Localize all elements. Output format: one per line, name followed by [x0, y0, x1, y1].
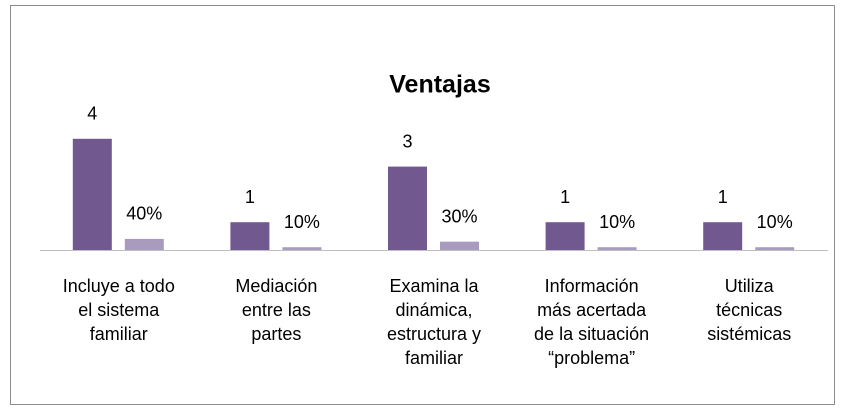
- x-tick-label: técnicas: [716, 300, 782, 320]
- x-tick-label: familiar: [90, 324, 148, 344]
- bar: [440, 241, 479, 250]
- x-tick-label: el sistema: [78, 300, 160, 320]
- data-label: 1: [718, 187, 728, 207]
- data-label: 10%: [599, 212, 635, 232]
- x-tick-label: más acertada: [537, 300, 647, 320]
- bar: [545, 222, 585, 250]
- data-label: 1: [245, 187, 255, 207]
- x-tick-label: Utiliza: [725, 276, 775, 296]
- data-label: 3: [402, 131, 412, 151]
- bar: [703, 222, 743, 250]
- bar: [72, 138, 112, 250]
- x-tick-label: Mediación: [235, 276, 317, 296]
- bar: [230, 222, 270, 250]
- data-label: 10%: [284, 212, 320, 232]
- data-label: 10%: [757, 212, 793, 232]
- x-tick-label: estructura y: [387, 324, 481, 344]
- data-label: 1: [560, 187, 570, 207]
- bar: [597, 247, 637, 250]
- chart-title: Ventajas: [389, 71, 490, 99]
- x-tick-label: Incluye a todo: [63, 276, 175, 296]
- data-label: 4: [87, 104, 97, 124]
- x-tick-label: familiar: [405, 348, 463, 368]
- data-label: 40%: [126, 204, 162, 224]
- bar: [388, 166, 427, 250]
- x-tick-label: entre las: [242, 300, 311, 320]
- x-tick-label: dinámica,: [395, 300, 472, 320]
- x-tick-label: de la situación: [534, 324, 649, 344]
- x-tick-label: sistémicas: [707, 324, 791, 344]
- bar: [282, 247, 322, 250]
- bar: [124, 238, 164, 250]
- x-tick-label: partes: [251, 324, 301, 344]
- bar: [755, 247, 795, 250]
- data-label: 30%: [441, 206, 477, 226]
- x-tick-label: Examina la: [389, 276, 479, 296]
- x-tick-label: Información: [545, 276, 639, 296]
- x-tick-label: “problema”: [548, 348, 635, 368]
